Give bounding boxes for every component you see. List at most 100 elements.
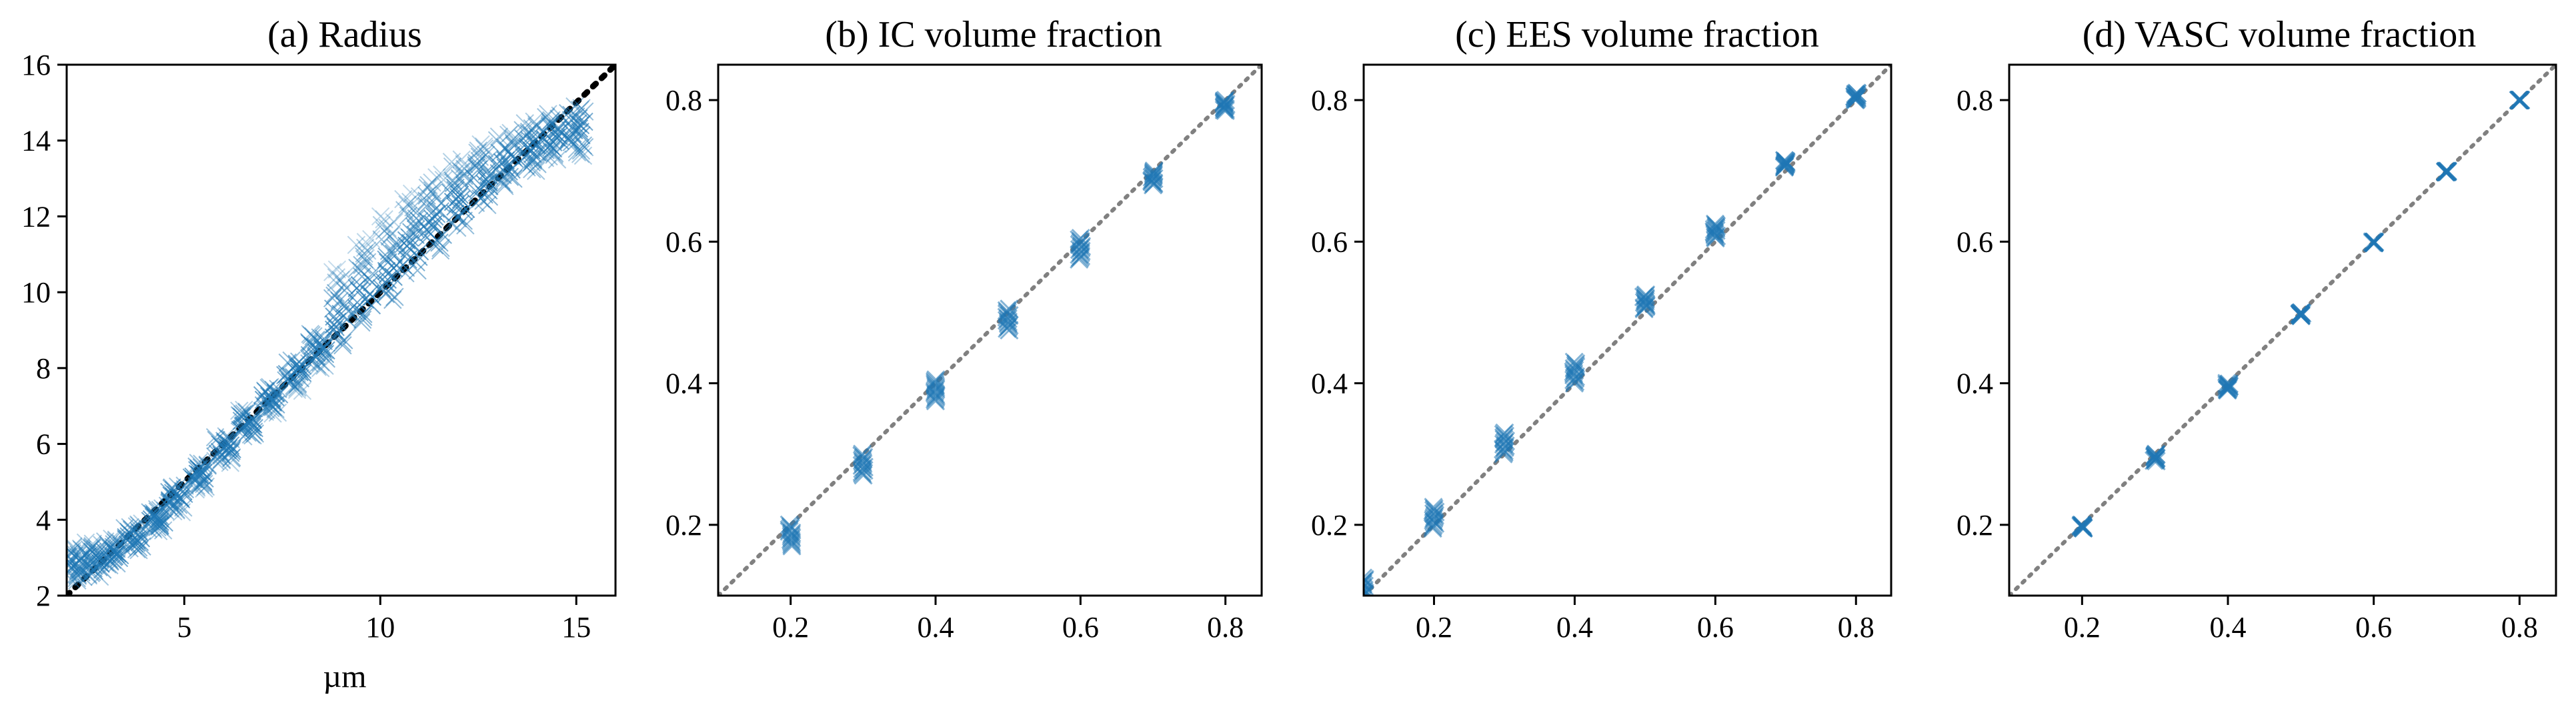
panel-a-point <box>408 261 427 280</box>
panel-a-point <box>325 286 344 305</box>
panel-a-point <box>371 207 390 226</box>
panel-a-point <box>235 400 253 420</box>
panel-a-point <box>347 301 367 321</box>
panel-a-point <box>326 283 345 303</box>
panel-b-point <box>1216 91 1236 110</box>
panel-a-point <box>395 201 414 219</box>
panel-d-reference-line <box>2009 65 2556 596</box>
panel-a-point <box>378 270 397 289</box>
panel-a-point <box>237 403 256 422</box>
panel-c-title: (c) EES volume fraction <box>1455 14 1819 55</box>
panel-a-point <box>423 181 442 200</box>
panel-a-point <box>575 102 594 121</box>
panel-a-point <box>163 478 181 497</box>
panel-a-y-tick-label: 2 <box>36 580 51 612</box>
panel-d-y-tick-label: 0.2 <box>1957 509 1993 542</box>
panel-a-point <box>307 330 325 349</box>
panel-a-point <box>378 218 397 237</box>
panel-a-point <box>353 255 371 275</box>
panel-a-point <box>354 247 373 266</box>
panel-d-x-tick-label: 0.2 <box>2064 611 2101 644</box>
panel-a-point <box>293 356 312 376</box>
panel-a-point <box>230 406 249 425</box>
panel-a-point <box>106 533 125 552</box>
panel-d-title: (d) VASC volume fraction <box>2083 14 2477 55</box>
panel-c-x-tick-label: 0.8 <box>1838 611 1874 644</box>
panel-a-point <box>479 149 499 169</box>
panel-a-data-area <box>67 65 615 596</box>
panel-a-point <box>565 97 584 116</box>
panel-a-point <box>230 402 249 420</box>
panel-a-point <box>105 535 123 554</box>
panel-b-y-tick-label: 0.2 <box>666 509 702 542</box>
panel-d-point <box>2509 91 2529 110</box>
panel-a-x-tick-label: 5 <box>177 611 191 644</box>
panel-a-point <box>450 169 469 188</box>
panel-a-point <box>378 253 397 272</box>
panel-a-point <box>451 162 471 181</box>
panel-a-point <box>357 241 377 260</box>
panel-a-point <box>537 107 555 127</box>
panel-a-point <box>515 114 534 133</box>
panel-a-point <box>406 203 425 222</box>
panel-a-point <box>419 175 438 195</box>
panel-b: (b) IC volume fraction <box>825 14 1162 55</box>
panel-a-point <box>386 239 405 257</box>
panel-b-point <box>926 380 946 400</box>
panel-a-point <box>76 533 95 552</box>
panel-a-point <box>189 454 207 472</box>
panel-b-point <box>1071 228 1090 248</box>
panel-a-point <box>302 325 321 345</box>
panel-a-point <box>372 230 391 249</box>
panel-a-point <box>192 458 211 477</box>
panel-a-point <box>334 275 353 295</box>
panel-a-title: (a) Radius <box>267 14 422 55</box>
panel-c-y-tick-label: 0.2 <box>1311 509 1348 542</box>
panel-d-point <box>2363 232 2382 251</box>
panel-a-point <box>331 271 350 289</box>
panel-a-point <box>353 267 371 286</box>
panel-a-point <box>144 508 163 526</box>
panel-a-point <box>470 151 489 171</box>
panel-b-plot: 0.2 0.4 0.6 0.8 0.2 0.4 0.6 0.8 <box>666 63 1263 644</box>
panel-a-point <box>287 354 307 373</box>
panel-a-point <box>444 173 463 193</box>
panel-d-point <box>2072 515 2091 534</box>
panel-a-point <box>188 464 207 484</box>
panel-a-point <box>151 507 169 526</box>
panel-a: (a) Radius µm <box>267 14 422 694</box>
panel-a-point <box>337 278 356 297</box>
panel-a-point <box>218 429 237 448</box>
panel-a-point <box>471 135 490 154</box>
panel-a-point <box>327 268 346 287</box>
panel-a-point <box>330 291 349 310</box>
panel-c: (c) EES volume fraction <box>1455 14 1819 55</box>
panel-c-point <box>1364 568 1373 588</box>
panel-a-point <box>519 122 539 141</box>
panel-a-point <box>299 333 319 351</box>
panel-a-point <box>467 158 486 177</box>
panel-b-data-area <box>718 65 1262 596</box>
panel-d-y-tick-label: 0.6 <box>1957 225 1993 258</box>
panel-a-point <box>101 538 119 558</box>
panel-a-point <box>443 157 462 176</box>
panel-a-point <box>278 353 297 372</box>
panel-a-y-tick-label: 14 <box>21 125 51 157</box>
panel-a-point <box>233 408 251 427</box>
panel-c-point <box>1774 151 1794 170</box>
panel-b-point <box>925 374 945 393</box>
panel-d-y-tick-label: 0.8 <box>1957 84 1993 117</box>
panel-a-point <box>499 125 518 144</box>
panel-a-y-tick-label: 12 <box>21 200 51 233</box>
panel-c-frame <box>1362 63 1892 597</box>
panel-a-point <box>380 227 399 246</box>
panel-a-point <box>356 233 375 251</box>
panel-a-point <box>184 467 203 486</box>
panel-a-point <box>522 125 541 145</box>
panel-a-y-tick-label: 4 <box>36 504 51 536</box>
panel-a-point <box>451 195 470 213</box>
panel-a-point <box>427 168 446 187</box>
panel-a-xlabel: µm <box>323 659 367 694</box>
panel-b-point <box>1144 161 1164 181</box>
